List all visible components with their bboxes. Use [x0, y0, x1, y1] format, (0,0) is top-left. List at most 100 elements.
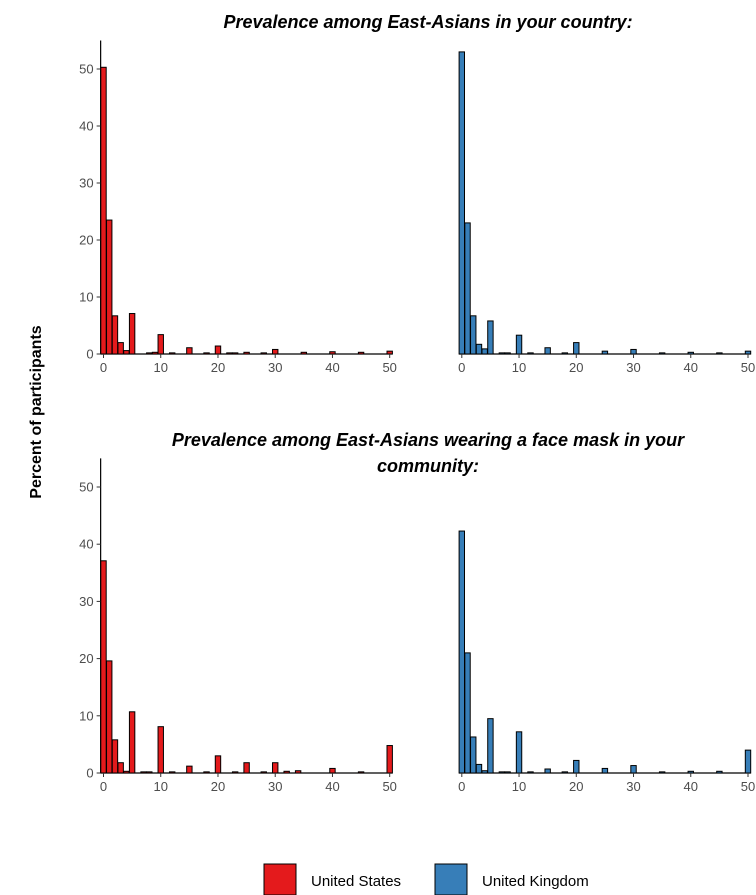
x-tick-label: 10: [154, 360, 168, 375]
bottom-panel-title-line-2: community:: [377, 456, 479, 476]
y-axis-label: Percent of participants: [28, 325, 45, 498]
x-tick-label: 40: [325, 779, 339, 794]
legend-swatch-united-states: [263, 863, 297, 895]
bar: [283, 770, 290, 774]
bar: [481, 348, 488, 355]
bar: [630, 348, 637, 355]
bar: [458, 51, 466, 355]
bar: [475, 763, 483, 774]
x-tick-label: 0: [458, 360, 465, 375]
y-tick-label: 30: [79, 594, 93, 609]
bar: [294, 770, 302, 774]
bar: [498, 352, 506, 355]
bar: [100, 560, 107, 774]
bar: [504, 352, 511, 355]
bar: [123, 350, 130, 355]
bar: [214, 755, 222, 774]
bar: [226, 352, 233, 355]
bar: [100, 66, 107, 355]
x-tick-label: 20: [569, 779, 583, 794]
legend: United States United Kingdom: [263, 863, 589, 895]
bar: [329, 351, 336, 355]
bar: [487, 718, 494, 774]
x-tick-label: 20: [569, 360, 583, 375]
bar: [186, 765, 193, 774]
bar: [481, 770, 488, 774]
x-tick-label: 30: [268, 360, 282, 375]
bar: [231, 771, 239, 774]
chart-panels: 0 10 20 30 40 50 0 10 20 30 40 50 0 10 20 30 40 50 0 10 20 30…: [79, 40, 755, 794]
bar: [573, 342, 580, 355]
bar: [357, 351, 365, 355]
bar: [658, 771, 666, 774]
bar: [231, 352, 239, 355]
bar: [128, 313, 136, 355]
bar: [168, 352, 176, 355]
x-tick-label: 0: [458, 779, 465, 794]
bar: [243, 762, 250, 774]
bar: [475, 343, 483, 355]
y-tick-label: 20: [79, 233, 93, 248]
panel-united-states-country: 0 10 20 30 40 50 0 10 20 30 40 50: [79, 40, 397, 375]
bottom-panel-title-line-1: Prevalence among East-Asians wearing a f…: [172, 430, 685, 450]
x-tick-label: 50: [382, 779, 396, 794]
x-tick-label: 40: [684, 360, 698, 375]
bar: [157, 726, 164, 774]
y-tick-label: 0: [86, 766, 93, 781]
bar: [464, 222, 471, 355]
bar: [168, 771, 176, 774]
bar: [716, 352, 723, 355]
x-tick-label: 20: [211, 360, 225, 375]
bar: [458, 530, 466, 774]
bar: [544, 347, 551, 355]
legend-label-united-kingdom: United Kingdom: [482, 873, 589, 890]
x-tick-label: 50: [741, 779, 755, 794]
bar: [214, 345, 222, 355]
bar: [487, 320, 494, 355]
bar: [527, 771, 534, 774]
bar: [357, 771, 365, 774]
x-tick-label: 0: [100, 360, 107, 375]
y-tick-label: 0: [86, 347, 93, 362]
bar: [716, 770, 723, 774]
bar: [687, 770, 694, 774]
bar: [515, 731, 523, 774]
bar: [544, 768, 551, 774]
bar: [630, 765, 637, 774]
y-tick-label: 20: [79, 651, 93, 666]
bar: [329, 767, 336, 774]
top-panel-title: Prevalence among East-Asians in your cou…: [223, 12, 632, 32]
y-tick-label: 40: [79, 537, 93, 552]
bar: [117, 762, 124, 774]
bar: [260, 352, 267, 355]
x-tick-label: 10: [512, 360, 526, 375]
bar: [157, 334, 164, 355]
bar: [561, 352, 569, 355]
x-tick-label: 30: [626, 360, 640, 375]
x-tick-label: 0: [100, 779, 107, 794]
y-tick-label: 10: [79, 708, 93, 723]
legend-swatch-united-kingdom: [434, 863, 468, 895]
bar: [243, 351, 250, 355]
bar: [470, 315, 477, 355]
y-tick-label: 50: [79, 480, 93, 495]
bar: [744, 350, 752, 355]
y-tick-label: 30: [79, 176, 93, 191]
bar: [658, 352, 666, 355]
bar: [744, 749, 752, 774]
bar: [146, 352, 153, 355]
bar: [151, 351, 159, 355]
legend-label-united-states: United States: [311, 873, 401, 890]
panel-united-kingdom-country: 0 10 20 30 40 50: [458, 51, 755, 375]
bar: [272, 348, 279, 355]
bar: [601, 767, 609, 774]
x-tick-label: 30: [268, 779, 282, 794]
bar: [573, 759, 580, 774]
bar: [601, 350, 609, 355]
bar: [186, 347, 193, 355]
bar: [260, 771, 267, 774]
y-tick-label: 40: [79, 119, 93, 134]
x-tick-label: 10: [154, 779, 168, 794]
y-tick-label: 50: [79, 62, 93, 77]
